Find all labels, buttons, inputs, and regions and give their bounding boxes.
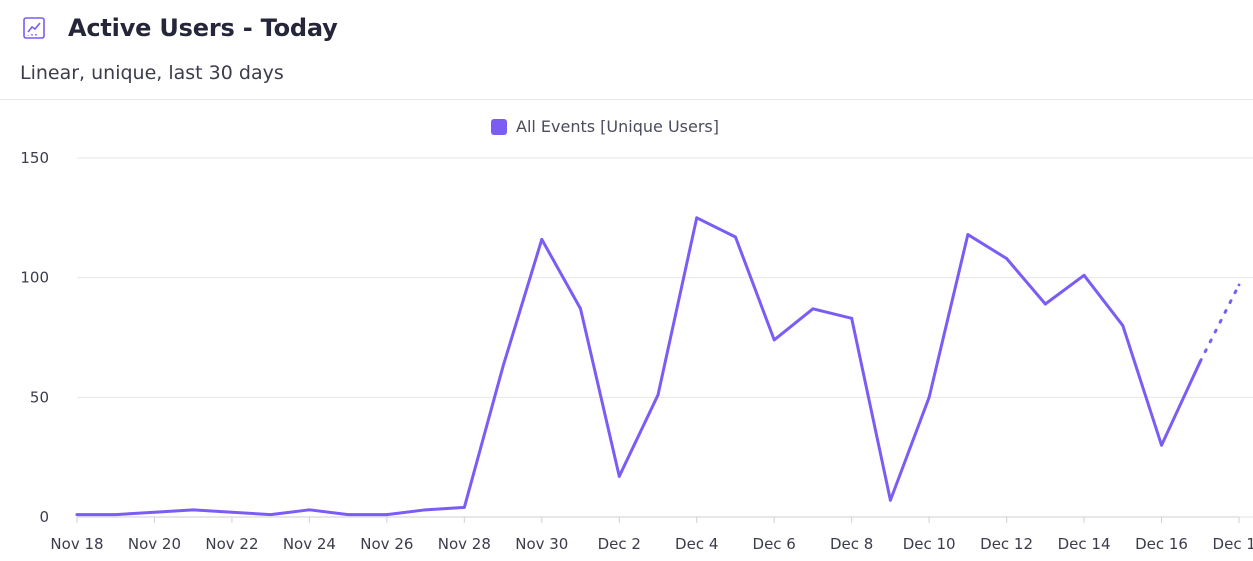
data-point bbox=[772, 338, 776, 342]
data-point bbox=[656, 393, 660, 397]
data-point bbox=[1121, 324, 1125, 327]
data-point bbox=[75, 513, 79, 517]
legend-item[interactable]: All Events [Unique Users] bbox=[491, 117, 719, 136]
data-point bbox=[501, 364, 505, 368]
data-point bbox=[617, 474, 621, 478]
data-point bbox=[424, 508, 427, 512]
series-line-incomplete bbox=[1198, 283, 1241, 363]
data-point bbox=[1160, 443, 1163, 447]
x-tick-label: Nov 18 bbox=[50, 535, 103, 553]
grid-lines bbox=[77, 157, 1253, 518]
data-point bbox=[153, 510, 156, 514]
title-row: Active Users - Today bbox=[22, 14, 338, 42]
y-tick-label: 50 bbox=[30, 388, 49, 406]
x-tick-label: Dec 2 bbox=[598, 535, 641, 553]
legend-label: All Events [Unique Users] bbox=[516, 117, 719, 136]
data-point bbox=[734, 235, 737, 239]
data-point bbox=[540, 237, 544, 241]
axes: 0 50 100 150 Nov 18 Nov 20 Nov 22 Nov 24 Nov 26 N… bbox=[20, 149, 1253, 553]
x-tick-label: Dec 6 bbox=[753, 535, 796, 553]
data-point bbox=[308, 508, 311, 512]
data-point bbox=[1198, 360, 1202, 363]
x-tick-label: Nov 26 bbox=[360, 535, 413, 553]
x-tick-label: Nov 24 bbox=[283, 535, 336, 553]
data-point bbox=[927, 395, 931, 399]
data-point bbox=[850, 316, 854, 320]
data-point bbox=[114, 513, 118, 517]
series-line bbox=[75, 216, 1202, 517]
series-lines bbox=[75, 216, 1241, 517]
y-tick-label: 150 bbox=[20, 149, 49, 167]
x-tick-label: Dec 8 bbox=[830, 535, 873, 553]
x-tick-label: Dec 16 bbox=[1135, 535, 1188, 553]
data-point bbox=[230, 510, 234, 514]
data-point bbox=[1082, 273, 1086, 277]
data-point bbox=[966, 233, 970, 236]
y-tick-label: 0 bbox=[39, 508, 49, 526]
data-point bbox=[462, 506, 466, 509]
data-point bbox=[1043, 302, 1047, 306]
data-point bbox=[579, 307, 582, 311]
x-tick-label: Dec 18 bbox=[1213, 535, 1253, 553]
report-header: Active Users - Today Linear, unique, las… bbox=[0, 0, 1253, 100]
data-point bbox=[889, 498, 892, 502]
line-chart-icon bbox=[22, 16, 46, 40]
x-tick-label: Nov 22 bbox=[205, 535, 258, 553]
x-tick-label: Nov 20 bbox=[128, 535, 181, 553]
data-point bbox=[346, 513, 350, 517]
data-point bbox=[191, 508, 195, 512]
x-tick-label: Nov 28 bbox=[438, 535, 491, 553]
data-point bbox=[811, 307, 815, 311]
data-point bbox=[1005, 257, 1008, 260]
data-point bbox=[1237, 283, 1241, 287]
x-tick-label: Dec 12 bbox=[980, 535, 1033, 553]
report-title: Active Users - Today bbox=[68, 14, 338, 42]
x-tick-label: Dec 14 bbox=[1058, 535, 1111, 553]
x-tick-label: Dec 10 bbox=[903, 535, 956, 553]
x-tick-label: Nov 30 bbox=[515, 535, 568, 553]
legend-swatch bbox=[491, 118, 507, 135]
data-point bbox=[695, 216, 699, 220]
data-point bbox=[385, 513, 389, 517]
y-tick-label: 100 bbox=[20, 269, 49, 287]
report-subtitle: Linear, unique, last 30 days bbox=[20, 62, 284, 84]
x-tick-label: Dec 4 bbox=[675, 535, 718, 553]
data-point bbox=[269, 513, 273, 517]
